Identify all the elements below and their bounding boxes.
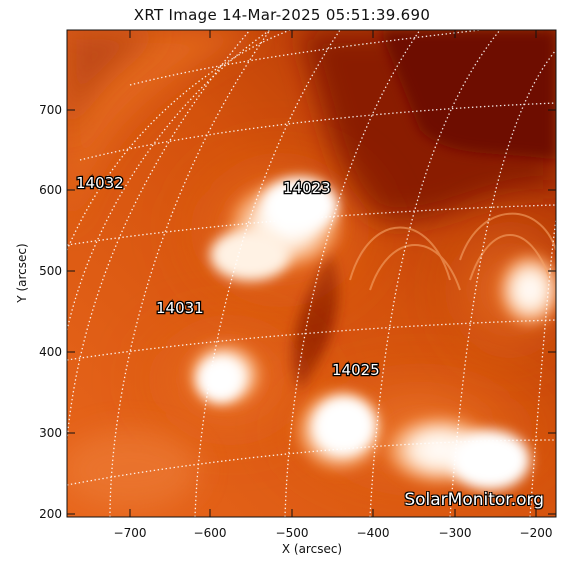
image-title: XRT Image 14-Mar-2025 05:51:39.690 xyxy=(133,6,431,24)
x-axis-label: X (arcsec) xyxy=(282,542,342,556)
y-tick-label: 700 xyxy=(39,103,62,117)
active-region-label: 14031 xyxy=(156,299,204,317)
y-axis-label: Y (arcsec) xyxy=(15,243,29,303)
x-tick-label: −500 xyxy=(276,526,309,540)
x-tick-label: −400 xyxy=(357,526,390,540)
y-tick-label: 200 xyxy=(39,507,62,521)
y-tick-label: 400 xyxy=(39,345,62,359)
y-axis-ticks xyxy=(67,109,556,515)
solar-image xyxy=(67,30,556,517)
active-region-label: 14023 xyxy=(283,179,331,197)
y-tick-label: 600 xyxy=(39,183,62,197)
x-axis-ticks xyxy=(129,30,537,517)
active-region-label: 14032 xyxy=(76,174,124,192)
heliographic-grid xyxy=(67,30,556,517)
x-tick-label: −200 xyxy=(520,526,553,540)
watermark: SolarMonitor.org xyxy=(404,490,544,510)
y-tick-label: 300 xyxy=(39,426,62,440)
y-tick-label: 500 xyxy=(39,264,62,278)
active-region-label: 14025 xyxy=(332,361,380,379)
x-tick-label: −300 xyxy=(439,526,472,540)
plot-frame xyxy=(66,29,557,518)
x-tick-label: −600 xyxy=(194,526,227,540)
x-tick-label: −700 xyxy=(114,526,147,540)
